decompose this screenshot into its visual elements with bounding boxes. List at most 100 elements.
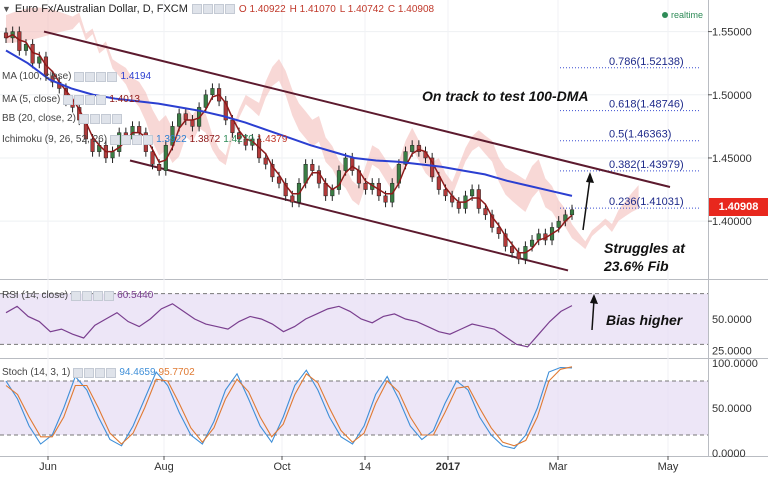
legend-ma100-controls[interactable]	[74, 71, 118, 82]
stoch-axis-label: 0.0000	[712, 448, 746, 460]
chart-title: Euro Fx/Australian Dollar, D, FXCM	[14, 3, 188, 15]
annotation-struggles-1: Struggles at	[604, 240, 685, 256]
ohlc-high: H 1.41070	[289, 3, 336, 15]
legend-ma100-value: 1.4194	[120, 71, 152, 82]
legend-ma5-controls[interactable]	[63, 94, 107, 105]
candle-body	[236, 132, 242, 140]
ohlc-low: L 1.40742	[339, 3, 384, 15]
time-axis-label: Mar	[549, 461, 568, 473]
legend-ichimoku-v4: 1.4379	[256, 134, 288, 145]
legend-ma100-label: MA (100, close)	[2, 71, 72, 82]
candle-body	[383, 195, 388, 203]
realtime-label: realtime	[671, 10, 704, 20]
candle-body	[410, 145, 415, 152]
candle-body	[203, 94, 208, 108]
bias-arrow-head	[590, 294, 598, 304]
candle-body	[470, 189, 475, 197]
candle-body	[283, 182, 288, 197]
candle-body	[416, 145, 421, 152]
legend-bb[interactable]: BB (20, close, 2)	[2, 113, 122, 124]
last-price-tag: 1.40908	[709, 198, 768, 216]
time-axis-label: Jun	[39, 461, 57, 473]
candle-body	[569, 209, 575, 216]
candle-body	[137, 126, 142, 133]
candle-body	[556, 220, 561, 228]
rsi-axis-label: 25.0000	[712, 346, 752, 358]
time-axis-label: 14	[359, 461, 371, 473]
candle-body	[350, 157, 355, 171]
annotation-test-ma: On track to test 100-DMA	[422, 88, 589, 104]
legend-ma100[interactable]: MA (100, close) 1.4194	[2, 71, 151, 82]
fib-level-label: 0.618(1.48746)	[609, 99, 684, 111]
candle-body	[183, 113, 188, 121]
candle-body	[223, 100, 228, 121]
stoch-d-line	[5, 366, 573, 447]
candle-body	[529, 239, 535, 247]
legend-rsi[interactable]: RSI (14, close) 60.5440	[2, 290, 153, 301]
candle-body	[336, 170, 342, 190]
time-axis-label: Oct	[273, 461, 290, 473]
channel-upper-line	[43, 30, 671, 188]
candle-body	[110, 151, 115, 159]
realtime-dot-icon	[662, 12, 668, 18]
rsi-line	[5, 303, 573, 348]
annotation-struggles-2: 23.6% Fib	[604, 258, 669, 274]
candle-body	[363, 182, 368, 190]
legend-stoch-k-value: 94.4659	[119, 367, 156, 378]
candle-body	[310, 164, 315, 171]
title-controls[interactable]	[191, 4, 235, 14]
channel-lower-line	[129, 159, 569, 272]
fib-level-label: 0.382(1.43979)	[609, 159, 684, 171]
legend-ichimoku-label: Ichimoku (9, 26, 52, 26)	[2, 134, 108, 145]
candle-body	[290, 195, 295, 203]
legend-ma5[interactable]: MA (5, close) 1.4013	[2, 94, 140, 105]
legend-bb-controls[interactable]	[78, 113, 122, 124]
legend-stoch-controls[interactable]	[73, 367, 117, 378]
stoch-band	[0, 381, 708, 435]
fib-level-label: 0.786(1.52138)	[609, 56, 684, 68]
legend-rsi-value: 60.5440	[117, 290, 154, 301]
legend-ichimoku-v1: 1.3922	[156, 134, 187, 145]
candle-body	[210, 88, 215, 96]
legend-stoch-d-value: 95.7702	[158, 367, 195, 378]
legend-stoch[interactable]: Stoch (14, 3, 1) 94.4659 95.7702	[2, 367, 195, 378]
candle-body	[23, 43, 29, 51]
candle-body	[456, 201, 461, 209]
legend-ma5-value: 1.4013	[109, 94, 140, 105]
price-axis-label: 1.45000	[712, 153, 752, 165]
candle-body	[490, 214, 495, 228]
candle-body	[343, 157, 348, 171]
realtime-indicator: realtime	[662, 10, 703, 20]
stoch-axis-label: 100.0000	[712, 358, 758, 370]
candle-body	[150, 151, 155, 165]
collapse-arrow-icon[interactable]: ▼	[2, 4, 11, 14]
legend-ma5-label: MA (5, close)	[2, 94, 61, 105]
stoch-axis-label: 50.0000	[712, 403, 752, 415]
candle-body	[516, 252, 521, 260]
legend-ichimoku-v2: 1.3872	[189, 134, 221, 145]
struggles-arrow-head	[586, 172, 594, 183]
time-axis-label: 2017	[436, 461, 460, 473]
price-axis-label: 1.50000	[712, 90, 752, 102]
candle-body	[90, 138, 95, 152]
candle-body	[496, 227, 501, 235]
legend-ichimoku[interactable]: Ichimoku (9, 26, 52, 26) 1.3922 1.3872 1…	[2, 134, 287, 145]
chart-title-row: ▼ Euro Fx/Australian Dollar, D, FXCM O 1…	[2, 3, 434, 15]
candle-body	[443, 189, 448, 197]
struggles-arrow	[582, 177, 591, 231]
ohlc-close: C 1.40908	[387, 3, 435, 15]
legend-ichimoku-controls[interactable]	[110, 134, 154, 145]
candle-body	[503, 233, 508, 247]
stoch-k-line	[5, 366, 573, 450]
candle-body	[177, 113, 182, 127]
legend-rsi-controls[interactable]	[71, 290, 115, 301]
annotation-bias: Bias higher	[606, 312, 683, 328]
ma5-line	[5, 33, 573, 254]
candle-body	[50, 75, 55, 83]
candle-body	[263, 157, 268, 165]
fib-level-label: 0.236(1.41031)	[609, 196, 684, 208]
legend-bb-label: BB (20, close, 2)	[2, 113, 76, 124]
candle-body	[230, 119, 235, 133]
